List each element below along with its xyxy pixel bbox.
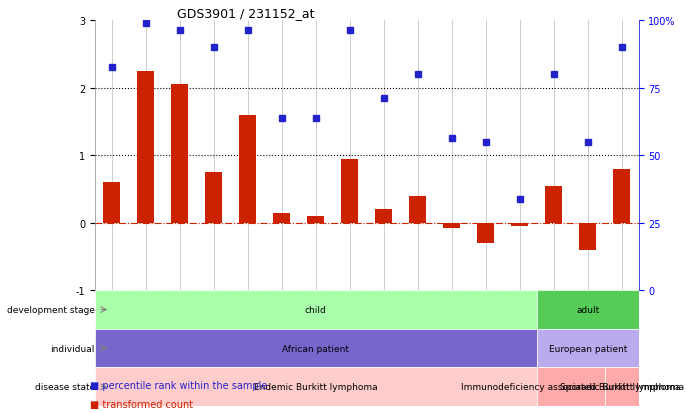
Text: development stage: development stage — [7, 305, 95, 314]
Bar — [477, 223, 494, 243]
Bar — [341, 159, 359, 223]
Bar — [613, 169, 630, 223]
Text: disease state: disease state — [35, 382, 95, 391]
FancyBboxPatch shape — [537, 291, 638, 329]
Bar — [579, 223, 596, 250]
Text: individual: individual — [50, 344, 95, 353]
Bar — [205, 173, 223, 223]
Bar — [409, 196, 426, 223]
FancyBboxPatch shape — [95, 368, 537, 406]
FancyBboxPatch shape — [95, 329, 537, 368]
Bar — [239, 115, 256, 223]
Text: Endemic Burkitt lymphoma: Endemic Burkitt lymphoma — [254, 382, 378, 391]
Text: child: child — [305, 305, 327, 314]
Bar — [274, 213, 290, 223]
FancyBboxPatch shape — [537, 329, 638, 368]
Text: African patient: African patient — [283, 344, 350, 353]
Text: GDS3901 / 231152_at: GDS3901 / 231152_at — [176, 7, 314, 20]
Text: European patient: European patient — [549, 344, 627, 353]
FancyBboxPatch shape — [95, 291, 537, 329]
Text: Sporadic Burkitt lymphoma: Sporadic Burkitt lymphoma — [560, 382, 684, 391]
Bar — [545, 186, 562, 223]
Text: Immunodeficiency associated Burkitt lymphoma: Immunodeficiency associated Burkitt lymp… — [461, 382, 681, 391]
Bar — [104, 183, 120, 223]
Text: ■ percentile rank within the sample: ■ percentile rank within the sample — [90, 380, 267, 390]
FancyBboxPatch shape — [537, 368, 605, 406]
FancyBboxPatch shape — [605, 368, 638, 406]
Text: adult: adult — [576, 305, 599, 314]
Bar — [511, 223, 529, 227]
Bar — [171, 85, 189, 223]
Bar — [375, 210, 392, 223]
Bar — [444, 223, 460, 228]
Bar — [307, 216, 324, 223]
Bar — [138, 71, 154, 223]
Text: ■ transformed count: ■ transformed count — [90, 399, 193, 409]
